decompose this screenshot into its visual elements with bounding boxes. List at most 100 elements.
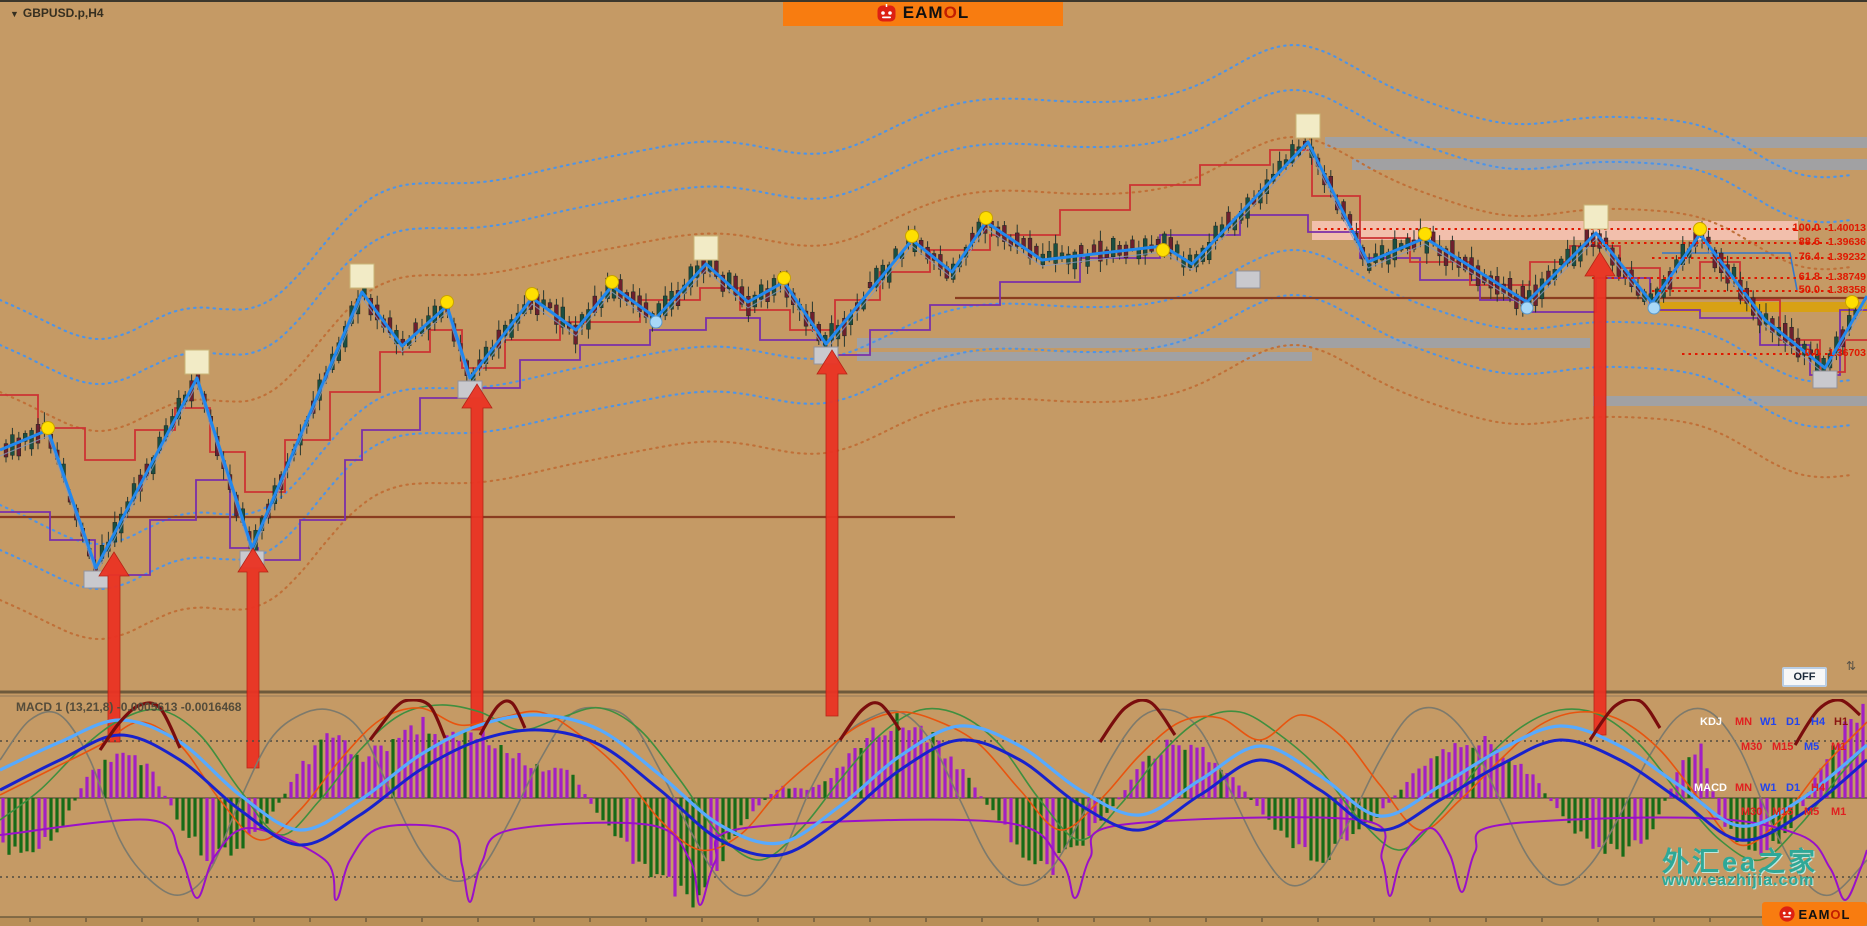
brand-name: EAMOL [902, 3, 970, 22]
fib-level-pct: 76.4 [1798, 251, 1820, 263]
minor-low-dot-marker [1647, 301, 1661, 315]
fib-level-pct: 88.6 [1798, 236, 1820, 248]
buy-signal-arrow [98, 551, 130, 743]
buy-signal-arrow [461, 383, 493, 731]
envelope-dotted-line [0, 344, 1852, 641]
swing-high-box-marker [184, 349, 210, 375]
robot-logo-icon [877, 3, 896, 21]
minor-low-dot-marker [649, 315, 663, 329]
overlay-layer [0, 113, 1867, 926]
off-button-label: OFF [1793, 671, 1816, 683]
darkred-overbought-segment [1793, 699, 1862, 746]
tf-button-m30[interactable]: M30 [1741, 806, 1763, 818]
envelope-dotted-line [0, 249, 1852, 546]
green-signal-line [0, 704, 1867, 862]
kdj-panel-title: KDJ [1700, 716, 1723, 728]
tf-button-h4[interactable]: H4 [1811, 782, 1826, 794]
swing-high-box-marker [349, 263, 375, 289]
symbol-timeframe-dropdown[interactable]: ▼ GBPUSD.p,H4 [10, 6, 104, 20]
minor-high-dot-marker [41, 421, 55, 435]
envelope-dotted-line [0, 44, 1852, 341]
lightblue-macd-line [0, 713, 1867, 846]
tf-button-m30[interactable]: M30 [1741, 741, 1763, 753]
tf-button-d1[interactable]: D1 [1786, 716, 1801, 728]
tf-button-m5[interactable]: M5 [1804, 806, 1820, 818]
minor-high-dot-marker [605, 275, 619, 289]
stochastic-gray-line [0, 706, 1867, 897]
fib-level-pct: 0.0 [1804, 347, 1820, 359]
minor-high-dot-marker [525, 287, 539, 301]
watermark-site-name: 外汇ea之家 [1662, 847, 1819, 877]
resistance-bar [1352, 159, 1867, 170]
blue-macd-line [0, 728, 1867, 858]
robot-logo-icon [1778, 906, 1795, 922]
tf-button-w1[interactable]: W1 [1760, 716, 1777, 728]
eamol-top-banner: EAMOL [783, 0, 1063, 26]
purple-oversold-line [0, 816, 1867, 907]
fib-level-pct: 61.8 [1798, 271, 1820, 283]
tf-button-mn[interactable]: MN [1735, 782, 1753, 794]
tf-button-mn[interactable]: MN [1735, 716, 1753, 728]
fib-level-price: 1.38749 [1828, 271, 1866, 283]
darkred-overbought-segment [98, 701, 182, 751]
tf-button-w1[interactable]: W1 [1760, 782, 1777, 794]
tf-button-m15[interactable]: M15 [1772, 806, 1794, 818]
buy-signal-arrow [1584, 251, 1616, 736]
window-top-border [0, 0, 1867, 2]
envelope-dotted-line [0, 89, 1852, 386]
darkred-overbought-segment [478, 699, 527, 736]
resistance-bar [1325, 137, 1867, 148]
darkred-overbought-segment [1588, 699, 1662, 741]
envelope-dotted-line [0, 136, 1852, 433]
resistance-bar [857, 338, 1590, 348]
minor-high-dot-marker [1156, 243, 1170, 257]
darkred-overbought-segment [838, 701, 902, 741]
resistance-bar [857, 352, 1312, 361]
tf-button-m1[interactable]: M1 [1831, 741, 1847, 753]
minor-high-dot-marker [979, 211, 993, 225]
macd-panel [0, 699, 1867, 908]
minor-high-dot-marker [1418, 227, 1432, 241]
tf-button-h4[interactable]: H4 [1811, 716, 1826, 728]
macd-panel-title: MACD [1694, 782, 1727, 794]
orange-signal-line [0, 707, 1867, 852]
buy-signal-arrow [816, 349, 848, 717]
swing-low-box-marker [1812, 370, 1838, 389]
minor-low-dot-marker [1520, 301, 1534, 315]
swing-low-box-marker [1235, 270, 1261, 289]
fib-level-price: 1.39636 [1828, 236, 1866, 248]
fib-level-price: 1.40013 [1828, 222, 1866, 234]
time-axis [0, 917, 1867, 926]
minor-high-dot-marker [440, 295, 454, 309]
tf-button-d1[interactable]: D1 [1786, 782, 1801, 794]
red-step-line [0, 149, 1867, 493]
tf-button-m15[interactable]: M15 [1772, 741, 1794, 753]
tf-button-h1[interactable]: H1 [1834, 716, 1849, 728]
buy-signal-arrow [237, 547, 269, 769]
swing-high-box-marker [693, 235, 719, 261]
symbol-label: GBPUSD.p,H4 [22, 6, 104, 20]
tf-button-m1[interactable]: M1 [1831, 806, 1847, 818]
envelope-dotted-line [0, 294, 1852, 591]
fib-level-pct: 100.0 [1792, 222, 1820, 234]
minor-high-dot-marker [1693, 222, 1707, 236]
eamol-bottom-logo: EAMOL [1762, 902, 1867, 926]
main-price-panel [0, 44, 1867, 641]
minor-high-dot-marker [777, 271, 791, 285]
fib-level-price: 1.36703 [1828, 347, 1866, 359]
zigzag-line [0, 140, 1867, 570]
darkred-overbought-segment [368, 699, 447, 741]
darkred-overbought-segment [1098, 699, 1177, 743]
swing-markers [41, 113, 1859, 589]
chart-scroll-icon[interactable]: ⇅ [1846, 659, 1857, 673]
tf-button-m5[interactable]: M5 [1804, 741, 1820, 753]
resistance-bar [1593, 396, 1867, 406]
off-button[interactable]: OFF [1782, 667, 1827, 687]
watermark-site-url: www.eazhijia.com [1662, 872, 1815, 889]
swing-high-box-marker [1295, 113, 1321, 139]
fib-level-pct: 50.0 [1798, 284, 1820, 296]
macd-indicator-readout: MACD 1 (13,21,8) -0.0005613 -0.0016468 [16, 700, 242, 714]
chevron-down-icon: ▼ [10, 9, 19, 19]
